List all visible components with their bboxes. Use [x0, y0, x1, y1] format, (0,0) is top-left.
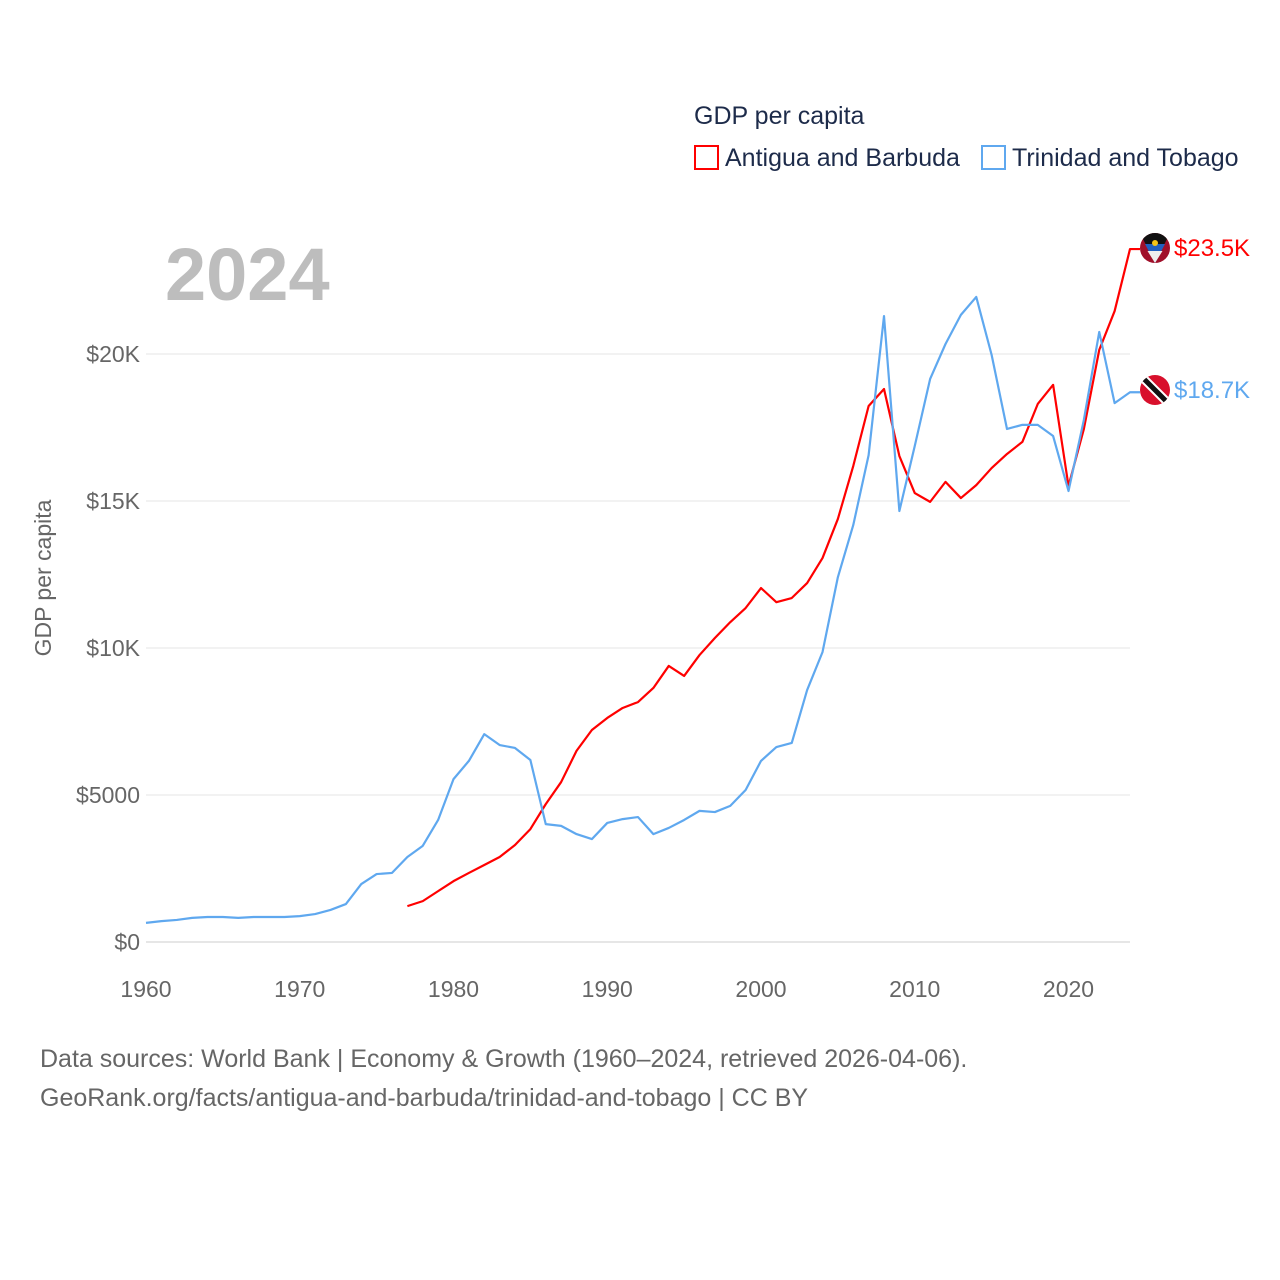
footer-attribution[interactable]: GeoRank.org/facts/antigua-and-barbuda/tr…	[40, 1084, 809, 1112]
end-label-antigua: $23.5K	[1174, 235, 1250, 262]
legend-title: GDP per capita	[694, 102, 865, 130]
legend-item-trinidad[interactable]: Trinidad and Tobago	[981, 144, 1239, 172]
legend-label-antigua: Antigua and Barbuda	[725, 144, 960, 172]
x-tick-label: 1960	[120, 976, 171, 1002]
footer-sources: Data sources: World Bank | Economy & Gro…	[40, 1045, 968, 1073]
y-tick-label: $15K	[86, 488, 140, 514]
y-tick-label: $0	[114, 929, 140, 955]
x-tick-label: 2010	[889, 976, 940, 1002]
x-tick-label: 2020	[1043, 976, 1094, 1002]
legend-swatch-antigua	[694, 145, 719, 170]
end-label-trinidad: $18.7K	[1174, 377, 1250, 404]
legend-item-antigua[interactable]: Antigua and Barbuda	[694, 144, 960, 172]
series-line-trinidad[interactable]	[145, 295, 1140, 924]
antigua-flag-icon	[1140, 233, 1170, 263]
x-tick-label: 1970	[274, 976, 325, 1002]
y-tick-label: $10K	[86, 635, 140, 661]
x-tick-label: 1980	[428, 976, 479, 1002]
series-line-antigua[interactable]	[407, 247, 1140, 908]
legend-label-trinidad: Trinidad and Tobago	[1012, 144, 1239, 172]
y-axis-label: GDP per capita	[30, 499, 56, 656]
y-tick-label: $5000	[76, 782, 140, 808]
trinidad-flag-icon	[1140, 375, 1170, 405]
x-tick-label: 1990	[582, 976, 633, 1002]
x-tick-label: 2000	[735, 976, 786, 1002]
year-label: 2024	[165, 233, 330, 316]
y-tick-label: $20K	[86, 341, 140, 367]
legend-swatch-trinidad	[981, 145, 1006, 170]
